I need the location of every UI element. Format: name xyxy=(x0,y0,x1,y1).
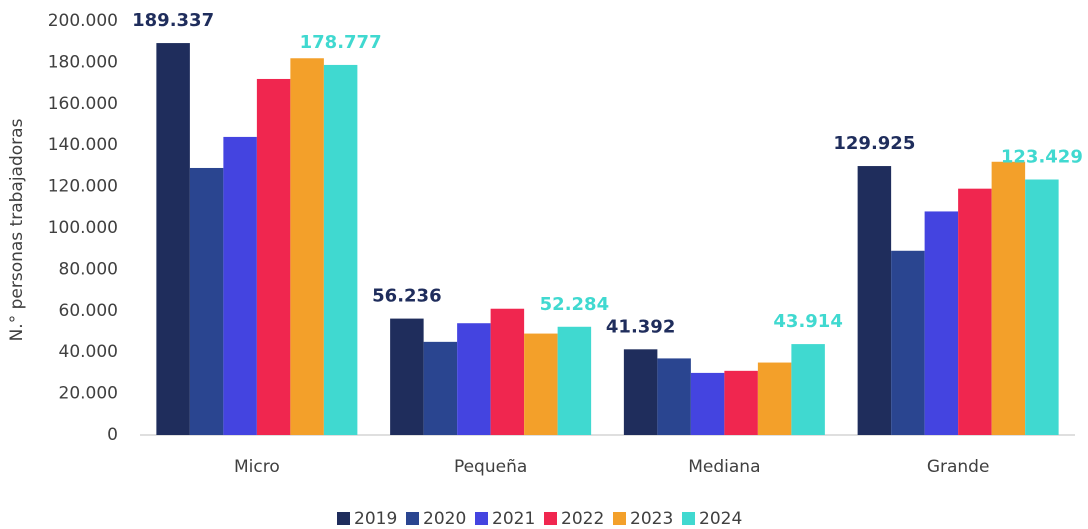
bar xyxy=(524,333,558,435)
bar xyxy=(958,188,992,435)
y-tick-label: 0 xyxy=(107,425,118,445)
y-tick-label: 20.000 xyxy=(59,384,118,404)
value-label: 41.392 xyxy=(606,316,675,337)
y-tick-label: 40.000 xyxy=(59,342,118,362)
legend-label: 2019 xyxy=(354,509,397,529)
bar xyxy=(390,318,424,435)
bar xyxy=(623,349,658,435)
bar xyxy=(256,78,291,436)
bar xyxy=(323,64,358,435)
legend-label: 2024 xyxy=(699,509,742,529)
value-label: 123.429 xyxy=(1001,147,1083,168)
y-tick-label: 80.000 xyxy=(59,259,118,279)
x-tick-label: Micro xyxy=(234,457,280,477)
y-tick-label: 180.000 xyxy=(48,52,118,72)
bar xyxy=(557,326,592,435)
legend-label: 2021 xyxy=(492,509,535,529)
bar xyxy=(189,167,224,435)
legend-swatch xyxy=(682,512,695,525)
value-label: 178.777 xyxy=(300,32,382,53)
value-label: 43.914 xyxy=(773,311,842,332)
legend-swatch xyxy=(613,512,626,525)
legend-swatch xyxy=(337,512,350,525)
bar xyxy=(457,323,491,435)
bar xyxy=(423,341,458,435)
bar xyxy=(724,370,758,435)
legend-label: 2023 xyxy=(630,509,673,529)
bar xyxy=(757,362,792,435)
value-label: 56.236 xyxy=(372,286,441,307)
bar xyxy=(1025,179,1059,435)
x-tick-label: Pequeña xyxy=(454,457,527,477)
legend-swatch xyxy=(544,512,557,525)
value-label: 129.925 xyxy=(833,133,915,154)
y-tick-label: 160.000 xyxy=(48,94,118,114)
bar xyxy=(991,161,1026,435)
legend-label: 2020 xyxy=(423,509,466,529)
bar xyxy=(891,250,925,435)
bar xyxy=(156,43,190,435)
value-label: 189.337 xyxy=(132,10,214,31)
y-tick-label: 60.000 xyxy=(59,301,118,321)
bar xyxy=(223,136,257,436)
x-tick-label: Mediana xyxy=(688,457,760,477)
y-tick-label: 200.000 xyxy=(48,11,118,31)
bar xyxy=(857,166,892,436)
y-tick-label: 140.000 xyxy=(48,135,118,155)
legend-swatch xyxy=(406,512,419,525)
x-tick-label: Grande xyxy=(927,457,990,477)
legend-label: 2022 xyxy=(561,509,604,529)
bar xyxy=(657,358,691,435)
legend-swatch xyxy=(475,512,488,525)
value-label: 52.284 xyxy=(540,294,609,315)
bar xyxy=(690,372,725,435)
bar xyxy=(290,58,324,435)
bar xyxy=(924,211,959,435)
y-tick-label: 120.000 xyxy=(48,177,118,197)
y-tick-label: 100.000 xyxy=(48,218,118,238)
bar xyxy=(791,344,825,435)
bar xyxy=(490,308,525,435)
y-axis-label: N.° personas trabajadoras xyxy=(7,118,27,341)
